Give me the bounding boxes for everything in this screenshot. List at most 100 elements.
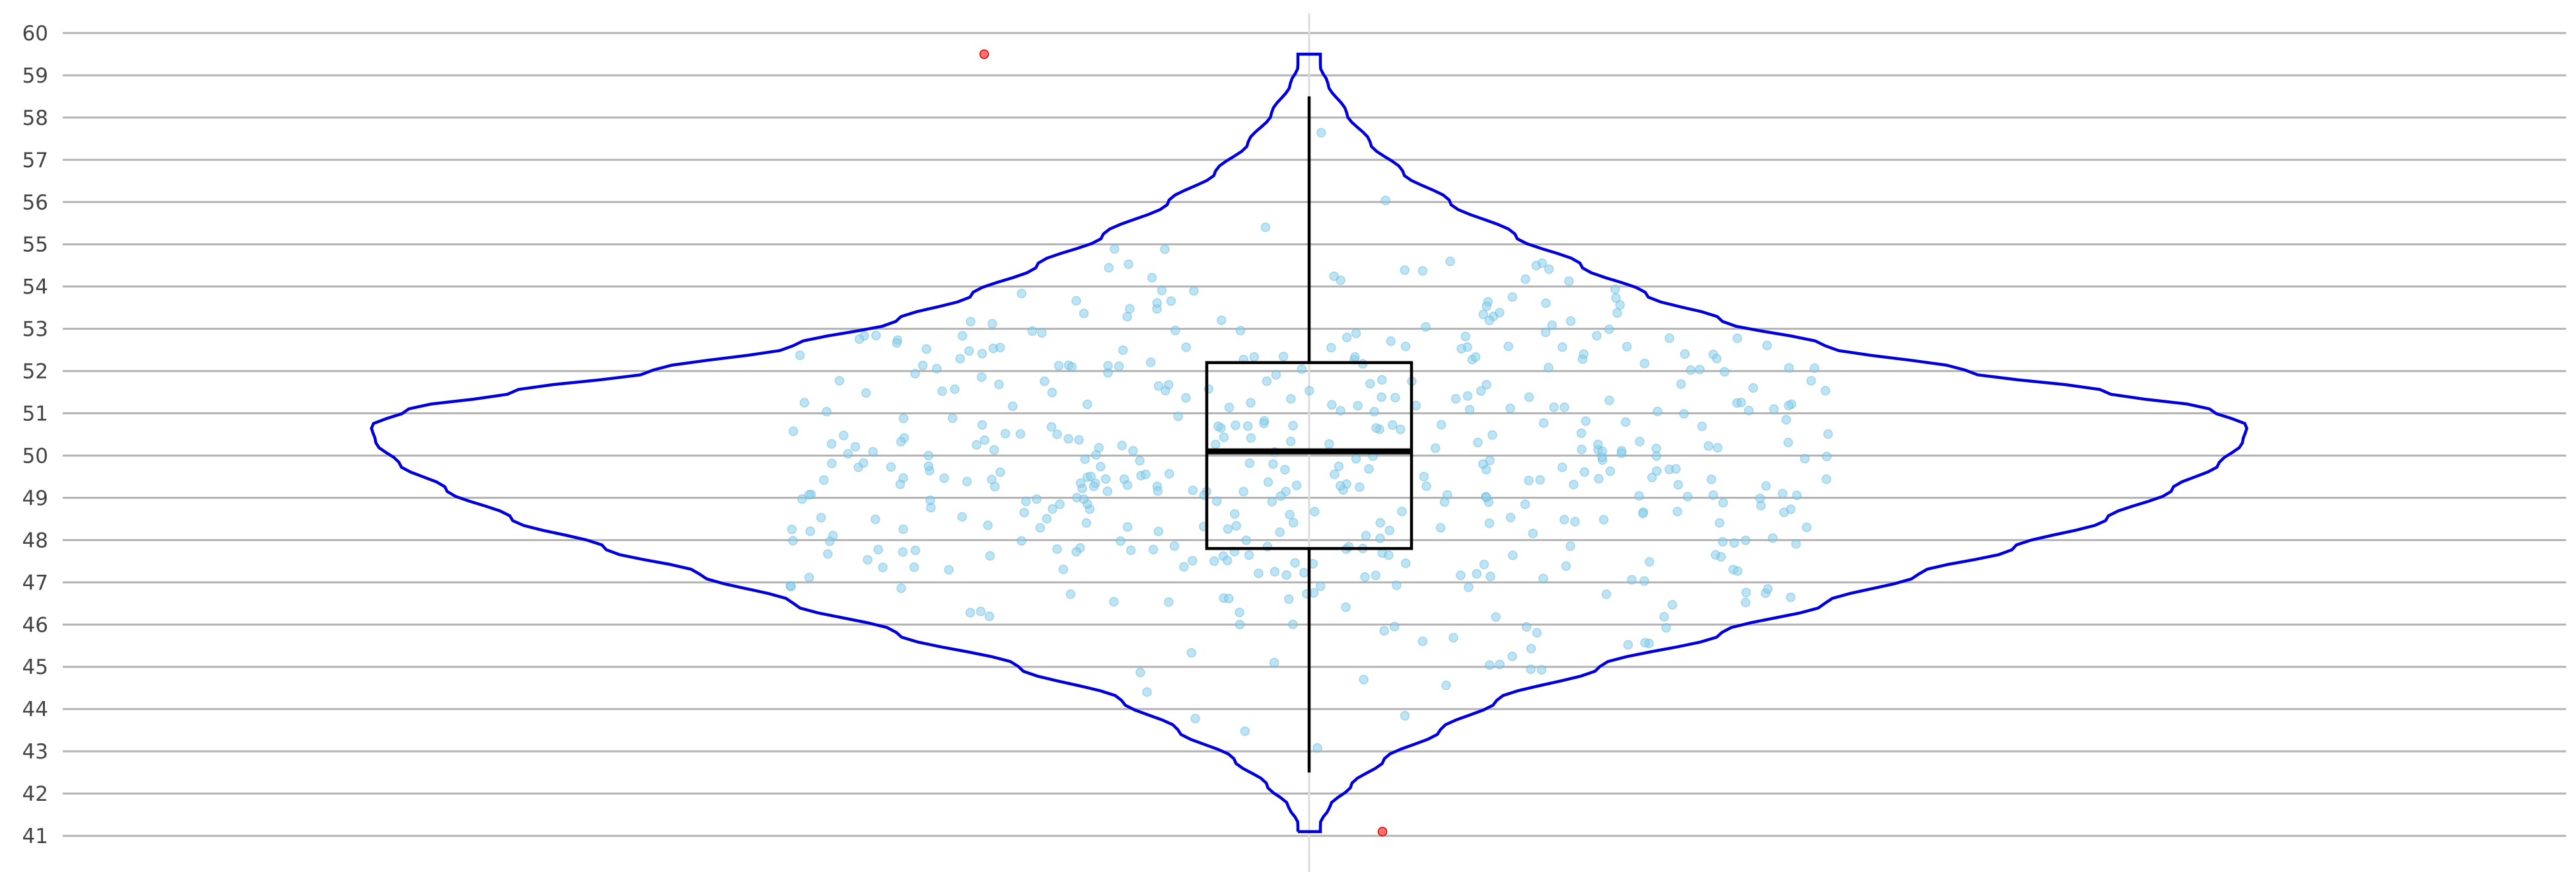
jitter-point bbox=[1135, 667, 1145, 678]
jitter-point bbox=[1145, 357, 1156, 367]
jitter-point bbox=[1485, 572, 1495, 581]
jitter-point bbox=[1639, 576, 1649, 586]
jitter-point bbox=[1169, 541, 1180, 551]
y-tick-label-58: 58 bbox=[22, 106, 48, 130]
jitter-point bbox=[1147, 272, 1157, 283]
jitter-point bbox=[1620, 417, 1631, 427]
jitter-point bbox=[1748, 383, 1758, 393]
jitter-point bbox=[1524, 476, 1534, 486]
jitter-point bbox=[1081, 518, 1092, 528]
jitter-point bbox=[1740, 535, 1751, 545]
jitter-point bbox=[950, 384, 960, 394]
jitter-point bbox=[895, 479, 906, 490]
jitter-point bbox=[1781, 415, 1791, 425]
jitter-point bbox=[1082, 399, 1092, 410]
jitter-point bbox=[1741, 587, 1751, 598]
jitter-point bbox=[1281, 570, 1291, 580]
jitter-point bbox=[1768, 533, 1778, 543]
jitter-point bbox=[1246, 433, 1256, 443]
jitter-point bbox=[1240, 726, 1250, 736]
jitter-point bbox=[839, 430, 849, 441]
jitter-point bbox=[1054, 361, 1064, 371]
y-tick-label-46: 46 bbox=[22, 613, 48, 637]
jitter-point bbox=[1047, 387, 1057, 398]
jitter-point bbox=[878, 562, 888, 572]
jitter-point bbox=[1288, 619, 1298, 630]
jitter-point bbox=[1667, 600, 1678, 610]
jitter-point bbox=[1470, 352, 1481, 362]
jitter-point bbox=[1579, 467, 1590, 477]
jitter-point bbox=[1390, 392, 1400, 402]
jitter-point bbox=[1052, 544, 1062, 554]
jitter-point bbox=[1336, 275, 1345, 285]
jitter-point bbox=[995, 467, 1005, 477]
jitter-point bbox=[1109, 597, 1119, 607]
jitter-point bbox=[1564, 276, 1574, 286]
jitter-point bbox=[896, 437, 906, 447]
jitter-point bbox=[1783, 437, 1793, 447]
jitter-point bbox=[1102, 486, 1112, 496]
jitter-point bbox=[909, 562, 919, 572]
jitter-point bbox=[923, 461, 934, 471]
jitter-point bbox=[1384, 525, 1394, 536]
jitter-point bbox=[1541, 298, 1551, 309]
y-tick-label-60: 60 bbox=[22, 22, 48, 46]
violin-outline bbox=[370, 52, 2248, 833]
jitter-point bbox=[1561, 561, 1571, 571]
jitter-point bbox=[1507, 292, 1517, 302]
jitter-point bbox=[1565, 316, 1576, 326]
y-tick-label-54: 54 bbox=[22, 276, 48, 299]
jitter-point bbox=[1267, 496, 1277, 507]
jitter-point bbox=[1238, 486, 1248, 497]
jitter-point bbox=[1135, 456, 1145, 466]
jitter-point bbox=[1188, 556, 1198, 566]
jitter-point bbox=[1242, 421, 1253, 431]
jitter-point bbox=[1079, 309, 1089, 318]
y-tick-label-51: 51 bbox=[22, 402, 48, 426]
jitter-point bbox=[1377, 392, 1386, 402]
jitter-point bbox=[871, 330, 881, 341]
jitter-point bbox=[1482, 380, 1491, 390]
jitter-point bbox=[1330, 469, 1340, 479]
jitter-point bbox=[825, 536, 835, 546]
jitter-point bbox=[1392, 580, 1402, 590]
jitter-point bbox=[854, 334, 865, 344]
jitter-point bbox=[1071, 546, 1081, 557]
jitter-point bbox=[1718, 498, 1729, 508]
jitter-point bbox=[939, 473, 949, 483]
jitter-point bbox=[1100, 474, 1111, 484]
jitter-point bbox=[1263, 477, 1273, 487]
jitter-point bbox=[944, 565, 954, 575]
jitter-point bbox=[1269, 657, 1279, 668]
jitter-point bbox=[788, 426, 799, 437]
jitter-point bbox=[1672, 506, 1682, 517]
jitter-point bbox=[1450, 394, 1461, 404]
jitter-point bbox=[1336, 406, 1345, 416]
jitter-point bbox=[1557, 342, 1567, 352]
jitter-point bbox=[898, 524, 908, 535]
jitter-point bbox=[925, 495, 935, 505]
jitter-point bbox=[1623, 640, 1633, 650]
jitter-point bbox=[1350, 352, 1360, 362]
jitter-point bbox=[1186, 648, 1197, 658]
jitter-point bbox=[931, 363, 942, 374]
jitter-point bbox=[1822, 451, 1832, 462]
jitter-point bbox=[1507, 651, 1517, 661]
jitter-point bbox=[1288, 517, 1299, 528]
jitter-point bbox=[1717, 537, 1728, 547]
jitter-point bbox=[1505, 513, 1516, 523]
jitter-point bbox=[1598, 515, 1609, 525]
jitter-point bbox=[1634, 491, 1644, 501]
jitter-point bbox=[1231, 420, 1240, 430]
jitter-point bbox=[1371, 570, 1381, 581]
jitter-point bbox=[1389, 622, 1400, 632]
jitter-point bbox=[1615, 300, 1625, 310]
jitter-point bbox=[1547, 320, 1557, 330]
jitter-point bbox=[1592, 330, 1602, 341]
jitter-point bbox=[1524, 392, 1534, 402]
jitter-point bbox=[1164, 380, 1174, 390]
jitter-point bbox=[1074, 435, 1084, 445]
jitter-point bbox=[977, 420, 987, 430]
y-tick-label-47: 47 bbox=[22, 571, 48, 595]
